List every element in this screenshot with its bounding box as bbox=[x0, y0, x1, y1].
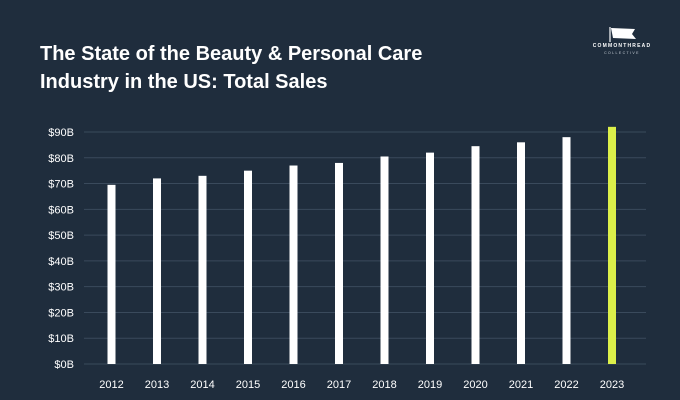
x-tick-label: 2021 bbox=[509, 379, 533, 391]
x-tick-label: 2015 bbox=[236, 379, 260, 391]
y-tick-label: $80B bbox=[48, 153, 74, 165]
x-tick-label: 2018 bbox=[372, 379, 396, 391]
bar bbox=[426, 152, 434, 364]
bar-highlight bbox=[608, 126, 616, 364]
bar bbox=[289, 165, 298, 364]
brand-subtitle: COLLECTIVE bbox=[604, 51, 640, 55]
flag-icon bbox=[609, 27, 636, 42]
y-tick-label: $40B bbox=[48, 256, 74, 268]
bar bbox=[517, 142, 525, 364]
x-tick-label: 2016 bbox=[281, 379, 305, 391]
y-tick-label: $60B bbox=[48, 204, 74, 216]
x-tick-label: 2014 bbox=[190, 379, 214, 391]
y-tick-label: $0B bbox=[54, 359, 74, 371]
y-tick-label: $20B bbox=[48, 307, 74, 319]
brand-name: COMMONTHREAD bbox=[592, 43, 652, 49]
y-tick-label: $90B bbox=[48, 127, 74, 139]
bar bbox=[335, 162, 343, 364]
x-tick-label: 2019 bbox=[418, 379, 442, 391]
bar bbox=[153, 178, 161, 364]
x-tick-label: 2020 bbox=[463, 379, 487, 391]
bar bbox=[244, 170, 252, 364]
x-tick-label: 2012 bbox=[99, 379, 123, 391]
x-tick-label: 2022 bbox=[554, 379, 578, 391]
brand-logo: COMMONTHREAD COLLECTIVE bbox=[582, 26, 662, 55]
y-tick-label: $50B bbox=[48, 230, 74, 242]
bar bbox=[107, 184, 116, 364]
bar bbox=[471, 146, 480, 364]
y-tick-label: $30B bbox=[48, 282, 74, 294]
x-tick-label: 2013 bbox=[145, 379, 169, 391]
y-tick-label: $10B bbox=[48, 333, 74, 345]
y-tick-label: $70B bbox=[48, 179, 74, 191]
bar bbox=[562, 137, 571, 364]
bar bbox=[380, 156, 389, 364]
x-tick-label: 2023 bbox=[600, 379, 624, 391]
chart-title: The State of the Beauty & Personal Care … bbox=[40, 43, 423, 93]
bar bbox=[198, 175, 207, 364]
x-tick-label: 2017 bbox=[327, 379, 351, 391]
